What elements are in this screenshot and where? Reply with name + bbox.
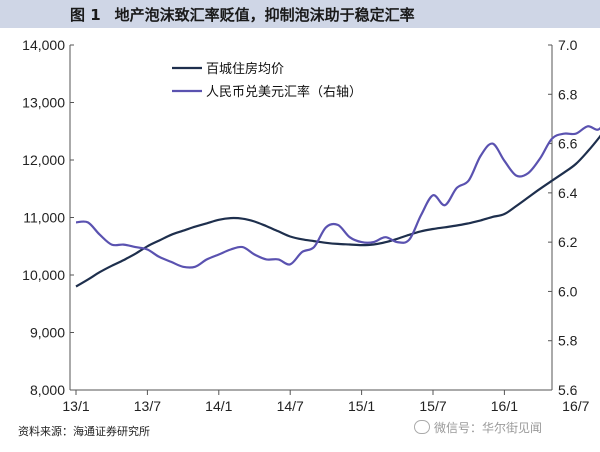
title-bar: 图 1 地产泡沫致汇率贬值，抑制泡沫助于稳定汇率 [0, 0, 600, 28]
house-price-series-line [75, 134, 600, 288]
x-tick-label: 15/1 [348, 398, 375, 414]
figure-title: 地产泡沫致汇率贬值，抑制泡沫助于稳定汇率 [114, 6, 415, 24]
x-tick-label: 13/1 [62, 398, 89, 414]
watermark-text: 微信号：华尔街见闻 [434, 421, 543, 435]
y-left-tick-label: 12,000 [22, 152, 65, 168]
watermark: 微信号：华尔街见闻 [414, 419, 542, 436]
y-right-tick-label: 5.6 [558, 382, 578, 398]
x-tick-label: 14/1 [205, 398, 232, 414]
y-right-tick-label: 5.8 [558, 333, 578, 349]
x-tick-label: 16/7 [562, 398, 589, 414]
chart-title: 图 1 地产泡沫致汇率贬值，抑制泡沫助于稳定汇率 [70, 4, 415, 25]
y-right-tick-label: 6.4 [558, 185, 578, 201]
legend-usdcny-label: 人民币兑美元汇率（右轴） [206, 84, 362, 100]
y-right-tick-label: 6.0 [558, 283, 578, 299]
x-tick-label: 14/7 [277, 398, 304, 414]
source-note: 资料来源：海通证券研究所 [18, 425, 150, 438]
y-left-tick-label: 9,000 [30, 325, 65, 341]
wechat-icon [414, 420, 430, 434]
y-left-tick-label: 14,000 [22, 37, 65, 53]
x-tick-label: 13/7 [134, 398, 161, 414]
line-chart: 8,000 9,000 10,000 11,000 12,000 13,000 14,000… [22, 37, 600, 414]
x-tick-label: 16/1 [491, 398, 518, 414]
legend-house-price-label: 百城住房均价 [206, 61, 284, 77]
y-right-tick-label: 6.6 [558, 136, 578, 152]
figure-number: 图 1 [70, 6, 101, 24]
y-right-tick-label: 6.2 [558, 234, 578, 250]
y-left-tick-label: 10,000 [22, 267, 65, 283]
x-tick-label: 15/7 [419, 398, 446, 414]
y-right-tick-label: 6.8 [558, 86, 578, 102]
y-left-tick-label: 11,000 [23, 210, 65, 226]
y-left-tick-label: 8,000 [30, 382, 65, 398]
y-right-tick-label: 7.0 [558, 37, 578, 53]
y-left-tick-label: 13,000 [22, 95, 65, 111]
usdcny-series-line [75, 125, 600, 269]
